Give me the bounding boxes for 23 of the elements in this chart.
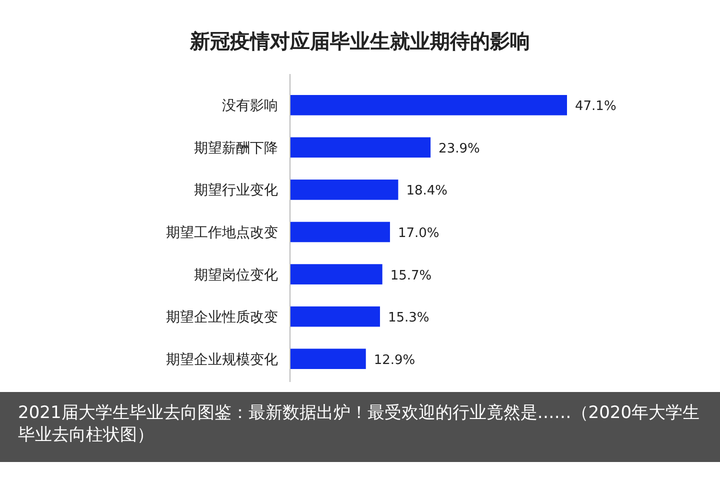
bar — [290, 137, 431, 158]
bar — [290, 348, 366, 370]
chart-title: 新冠疫情对应届毕业生就业期待的影响 — [189, 29, 530, 53]
bar — [290, 264, 382, 284]
data-label: 15.3% — [388, 310, 430, 326]
y-tick-label: 期望工作地点改变 — [166, 225, 278, 241]
data-label: 15.7% — [390, 268, 432, 284]
y-tick-label: 期望行业变化 — [194, 182, 278, 199]
data-label: 12.9% — [374, 352, 416, 368]
y-tick-label: 期望企业规模变化 — [166, 352, 278, 368]
y-tick-label: 没有影响 — [222, 98, 278, 114]
y-tick-label: 期望企业性质改变 — [166, 310, 278, 326]
data-label: 23.9% — [438, 141, 480, 156]
text: 2021届大学生毕业去向图鉴：最新数据出炉！最受欢迎的行业竟然是……（2020年大学生毕业去向柱状图） — [18, 402, 701, 446]
bar — [290, 222, 390, 242]
y-tick-label: 期望岗位变化 — [194, 267, 278, 284]
data-label: 17.0% — [398, 226, 440, 241]
bar — [290, 180, 398, 200]
bar — [290, 94, 567, 116]
bar — [290, 306, 380, 327]
data-label: 47.1% — [575, 99, 616, 114]
y-tick-label: 期望薪酬下降 — [194, 140, 278, 156]
data-label: 18.4% — [406, 184, 448, 199]
